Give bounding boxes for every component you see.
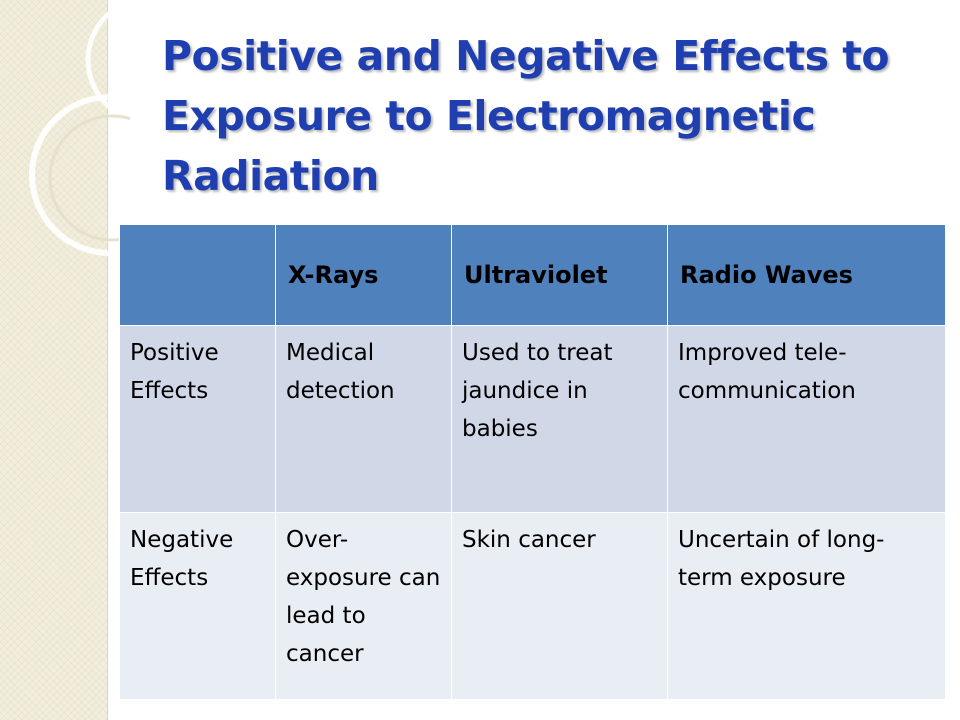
table-header-row: X-Rays Ultraviolet Radio Waves: [119, 224, 946, 326]
decorative-rings: [29, 0, 130, 256]
slide-title: Positive and Negative Effects to Exposur…: [162, 32, 890, 200]
cell-positive-radio-waves: Improved tele-communication: [667, 325, 946, 513]
side-band-edge: [107, 0, 108, 720]
header-cell-empty: [119, 224, 276, 326]
cell-negative-ultraviolet: Skin cancer: [451, 512, 668, 700]
table-row-positive: Positive Effects Medical detection Used …: [119, 325, 946, 513]
row-label-positive: Positive Effects: [119, 325, 276, 513]
header-cell-x-rays: X-Rays: [275, 224, 452, 326]
cell-positive-ultraviolet: Used to treat jaundice in babies: [451, 325, 668, 513]
cell-negative-x-rays: Over-exposure can lead to cancer: [275, 512, 452, 700]
cell-negative-radio-waves: Uncertain of long-term exposure: [667, 512, 946, 700]
header-cell-radio-waves: Radio Waves: [667, 224, 946, 326]
table-row-negative: Negative Effects Over-exposure can lead …: [119, 512, 946, 700]
cell-positive-x-rays: Medical detection: [275, 325, 452, 513]
effects-table: X-Rays Ultraviolet Radio Waves Positive …: [119, 224, 946, 700]
row-label-negative: Negative Effects: [119, 512, 276, 700]
header-cell-ultraviolet: Ultraviolet: [451, 224, 668, 326]
